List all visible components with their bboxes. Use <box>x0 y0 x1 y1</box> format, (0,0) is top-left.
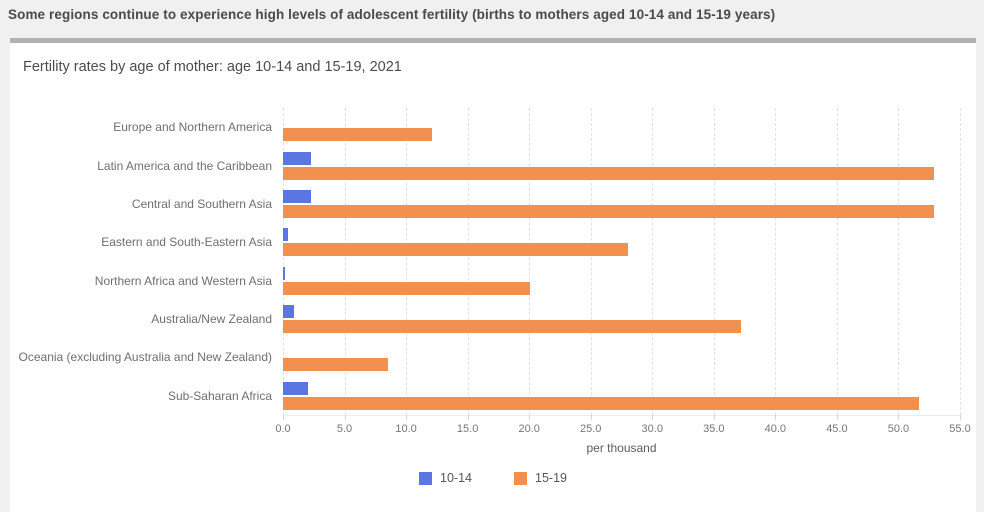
x-tick-label: 0.0 <box>275 423 291 435</box>
bar-15-19 <box>283 128 432 142</box>
legend-item-15-19[interactable]: 15-19 <box>514 471 567 485</box>
gridline <box>775 108 777 415</box>
x-axis: 0.0 5.0 10.0 15.0 20.0 25.0 30.0 35.0 40.0 45.0 50… <box>275 415 971 445</box>
x-axis-title: per thousand <box>586 441 657 455</box>
bar-10-14 <box>283 151 312 165</box>
bar-15-19 <box>283 358 388 372</box>
x-tick-label: 50.0 <box>887 423 910 435</box>
category-label: Oceania (excluding Australia and New Zea… <box>18 350 272 365</box>
gridline <box>529 108 531 415</box>
chart-subtitle: Fertility rates by age of mother: age 10… <box>23 59 402 75</box>
bar-10-14 <box>283 189 312 203</box>
bar-15-19 <box>283 320 741 334</box>
bar-group <box>283 146 960 184</box>
legend-item-10-14[interactable]: 10-14 <box>419 471 472 485</box>
gridline <box>283 108 284 415</box>
x-tick-label: 20.0 <box>518 423 540 435</box>
gridline <box>590 108 592 415</box>
legend-swatch-icon <box>514 471 527 485</box>
bar-15-19 <box>283 166 935 180</box>
x-tick-label: 30.0 <box>641 423 663 435</box>
x-tick-label: 45.0 <box>826 423 848 435</box>
category-label: Latin America and the Caribbean <box>97 158 272 173</box>
tick-mark <box>283 415 284 420</box>
bar-10-14 <box>283 266 286 280</box>
header-divider <box>10 38 976 43</box>
category-label: Central and Southern Asia <box>131 196 272 211</box>
tick-mark <box>467 415 469 420</box>
gridline <box>344 108 346 415</box>
category-label: Eastern and South-Eastern Asia <box>101 235 272 250</box>
bar-10-14 <box>283 305 295 319</box>
bar-10-14 <box>283 381 308 395</box>
bar-group <box>283 338 960 376</box>
tick-mark <box>652 415 654 420</box>
tick-mark <box>775 415 777 420</box>
category-label: Europe and Northern America <box>113 120 272 135</box>
tick-mark <box>898 415 900 420</box>
gridline <box>406 108 408 415</box>
category-label: Sub-Saharan Africa <box>167 388 272 403</box>
x-tick-label: 55.0 <box>949 423 971 435</box>
x-tick-label: 40.0 <box>764 423 787 435</box>
gridline <box>898 108 900 415</box>
bar-15-19 <box>283 243 628 257</box>
legend-label: 15-19 <box>535 471 567 485</box>
page-title: Some regions continue to experience high… <box>8 7 776 22</box>
bar-15-19 <box>283 204 935 218</box>
bar-group <box>283 223 960 261</box>
bar-group <box>283 108 960 146</box>
bar-group <box>283 300 960 338</box>
x-tick-label: 5.0 <box>336 423 353 435</box>
gridline <box>836 108 838 415</box>
tick-mark <box>529 415 531 420</box>
tick-mark <box>713 415 715 420</box>
category-axis: Europe and Northern America Latin America… <box>10 108 272 415</box>
axis-line <box>283 415 960 416</box>
legend-label: 10-14 <box>440 471 472 485</box>
x-tick-label: 25.0 <box>580 423 602 435</box>
tick-mark <box>406 415 408 420</box>
gridline <box>467 108 469 415</box>
gridline <box>960 108 961 415</box>
legend-swatch-icon <box>419 471 433 485</box>
category-label: Australia/New Zealand <box>151 312 272 327</box>
bar-15-19 <box>283 396 920 410</box>
bar-10-14 <box>283 228 288 242</box>
bar-group <box>283 185 960 223</box>
x-tick-label: 35.0 <box>703 423 725 435</box>
category-label: Northern Africa and Western Asia <box>94 273 272 288</box>
chart-card: Fertility rates by age of mother: age 10… <box>10 43 976 512</box>
tick-mark <box>344 415 346 420</box>
bar-15-19 <box>283 281 531 295</box>
x-tick-label: 10.0 <box>395 423 417 435</box>
x-tick-label: 15.0 <box>456 423 479 435</box>
plot-area <box>283 108 961 415</box>
bar-group <box>283 377 960 415</box>
tick-mark <box>590 415 592 420</box>
tick-mark <box>836 415 838 420</box>
bar-group <box>283 262 960 300</box>
gridline <box>713 108 715 415</box>
gridline <box>652 108 654 415</box>
legend: 10-14 15-19 <box>10 471 976 485</box>
tick-mark <box>960 415 961 420</box>
